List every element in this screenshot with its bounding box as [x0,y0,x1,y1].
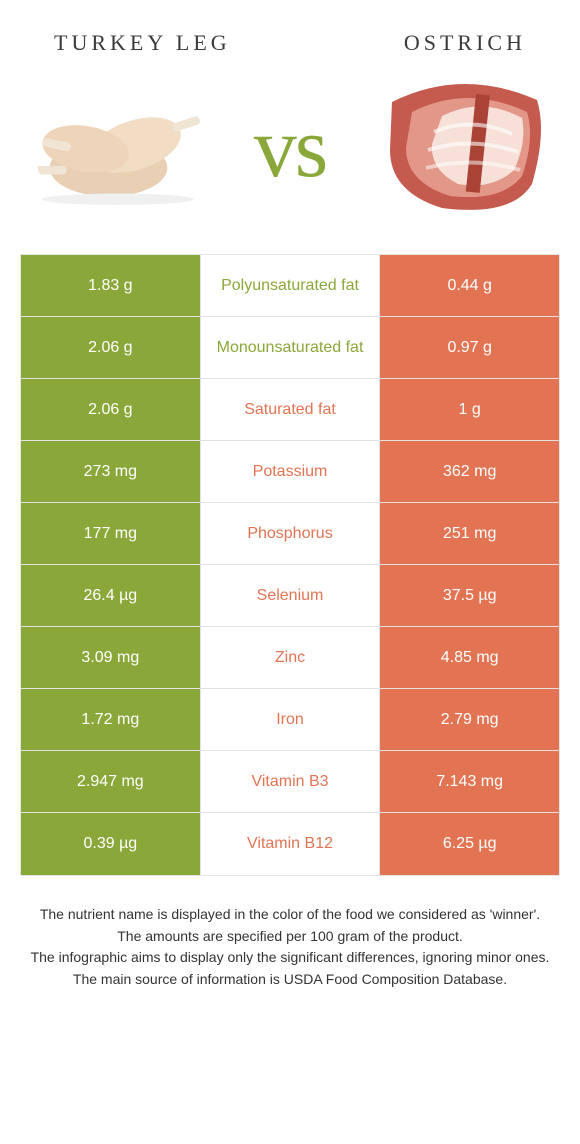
left-value: 3.09 mg [21,627,201,688]
table-row: 2.947 mgVitamin B37.143 mg [21,751,559,813]
left-value: 1.72 mg [21,689,201,750]
header: Turkey leg Ostrich [0,0,580,56]
nutrient-name: Vitamin B12 [201,813,380,875]
right-value: 37.5 µg [379,565,559,626]
left-food-title: Turkey leg [54,30,231,56]
table-row: 1.72 mgIron2.79 mg [21,689,559,751]
left-value: 273 mg [21,441,201,502]
right-food-title: Ostrich [404,30,526,56]
table-row: 177 mgPhosphorus251 mg [21,503,559,565]
right-value: 0.44 g [379,255,559,316]
right-value: 251 mg [379,503,559,564]
left-value: 2.06 g [21,379,201,440]
nutrient-name: Selenium [201,565,380,626]
table-row: 26.4 µgSelenium37.5 µg [21,565,559,627]
right-value: 7.143 mg [379,751,559,812]
nutrient-name: Polyunsaturated fat [201,255,380,316]
right-value: 1 g [379,379,559,440]
right-value: 0.97 g [379,317,559,378]
nutrient-name: Phosphorus [201,503,380,564]
nutrient-name: Saturated fat [201,379,380,440]
table-row: 0.39 µgVitamin B126.25 µg [21,813,559,875]
left-value: 177 mg [21,503,201,564]
right-value: 362 mg [379,441,559,502]
table-row: 1.83 gPolyunsaturated fat0.44 g [21,255,559,317]
right-value: 6.25 µg [379,813,559,875]
turkey-leg-image [18,72,218,222]
nutrient-name: Iron [201,689,380,750]
hero-row: vs [0,56,580,240]
left-value: 2.947 mg [21,751,201,812]
left-value: 0.39 µg [21,813,201,875]
footnote-line: The infographic aims to display only the… [30,947,550,969]
table-row: 273 mgPotassium362 mg [21,441,559,503]
table-row: 2.06 gSaturated fat1 g [21,379,559,441]
ostrich-meat-image [362,72,562,222]
footnote-line: The nutrient name is displayed in the co… [30,904,550,926]
left-value: 2.06 g [21,317,201,378]
nutrient-name: Potassium [201,441,380,502]
left-value: 1.83 g [21,255,201,316]
nutrient-name: Vitamin B3 [201,751,380,812]
footnote-line: The amounts are specified per 100 gram o… [30,926,550,948]
table-row: 3.09 mgZinc4.85 mg [21,627,559,689]
nutrient-table: 1.83 gPolyunsaturated fat0.44 g2.06 gMon… [20,254,560,876]
footnotes: The nutrient name is displayed in the co… [30,904,550,991]
right-value: 4.85 mg [379,627,559,688]
nutrient-name: Monounsaturated fat [201,317,380,378]
footnote-line: The main source of information is USDA F… [30,969,550,991]
nutrient-name: Zinc [201,627,380,688]
right-value: 2.79 mg [379,689,559,750]
table-row: 2.06 gMonounsaturated fat0.97 g [21,317,559,379]
vs-label: vs [254,97,326,197]
left-value: 26.4 µg [21,565,201,626]
